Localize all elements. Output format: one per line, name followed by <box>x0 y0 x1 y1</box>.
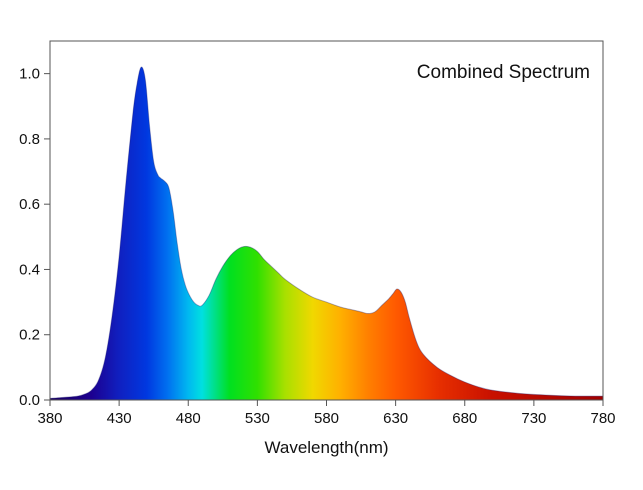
x-tick-label: 530 <box>245 410 270 427</box>
y-tick-label: 0.4 <box>19 261 40 278</box>
chart-title: Combined Spectrum <box>417 62 590 83</box>
y-tick-label: 0.0 <box>19 392 40 409</box>
area-layer <box>49 66 604 400</box>
spectrum-area <box>50 67 603 400</box>
y-tick-label: 0.8 <box>19 131 40 148</box>
x-tick-label: 480 <box>176 410 201 427</box>
spectrum-line <box>49 66 604 399</box>
y-tick-label: 0.2 <box>19 327 40 344</box>
x-axis: 380 430 480 530 580 630 680 730 780 <box>37 400 616 427</box>
x-tick-label: 580 <box>314 410 339 427</box>
y-tick-label: 0.6 <box>19 196 40 213</box>
x-axis-title: Wavelength(nm) <box>264 438 388 457</box>
x-tick-label: 380 <box>37 410 62 427</box>
y-tick-label: 1.0 <box>19 66 40 83</box>
x-tick-label: 730 <box>521 410 546 427</box>
y-axis: 0.0 0.2 0.4 0.6 0.8 1.0 <box>19 66 50 409</box>
x-tick-label: 680 <box>452 410 477 427</box>
x-tick-label: 780 <box>590 410 615 427</box>
x-tick-label: 430 <box>107 410 132 427</box>
x-tick-label: 630 <box>383 410 408 427</box>
